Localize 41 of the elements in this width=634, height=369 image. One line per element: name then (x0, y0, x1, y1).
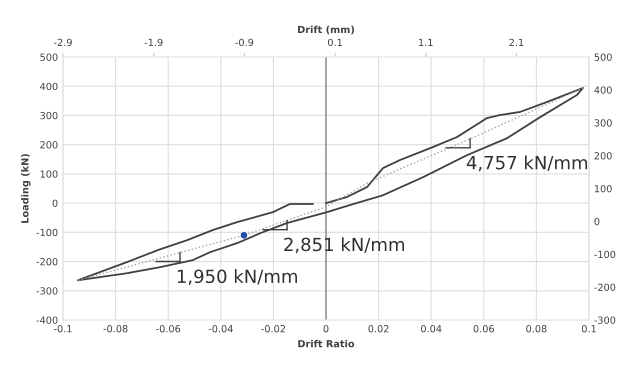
annotation: 1,950 kN/mm (178, 269, 297, 285)
y-tick-label: 300 (40, 112, 58, 120)
x-tick-label: -0.02 (261, 325, 286, 332)
x-tick-label: 0.06 (474, 325, 494, 332)
x2-tick-label: -1.9 (144, 38, 162, 46)
y2-tick-label: 400 (594, 86, 612, 94)
x2-axis-title: Drift (mm) (298, 26, 354, 34)
y-tick-label: -300 (36, 287, 58, 295)
y2-tick-label: 100 (594, 184, 612, 192)
x-tick-label: -0.04 (208, 325, 233, 332)
x2-tick-label: -0.9 (235, 38, 254, 46)
x-tick-label: 0.02 (368, 325, 388, 332)
x2-tick-label: 0.1 (328, 38, 342, 46)
x-tick-label: 0 (324, 325, 328, 332)
y-tick-label: 100 (40, 170, 58, 178)
x-tick-label: 0.04 (421, 325, 442, 332)
y2-tick-label: 300 (594, 119, 612, 127)
x-tick-label: -0.06 (156, 325, 180, 332)
x-axis-title: Drift Ratio (298, 340, 354, 348)
y-tick-label: 400 (40, 82, 58, 90)
y-tick-label: 200 (40, 141, 58, 148)
x-tick-label: -0.08 (104, 325, 128, 332)
y2-tick-label: 500 (594, 53, 612, 61)
y2-tick-label: 200 (594, 152, 612, 160)
y2-tick-label: -200 (594, 284, 616, 291)
y-axis-title: Loading (kN) (21, 154, 31, 223)
y-tick-label: -400 (36, 316, 58, 324)
annotation: 4,757 kN/mm (466, 155, 588, 172)
x2-tick-label: 1.1 (419, 38, 433, 46)
x2-tick-label: 2.1 (509, 38, 524, 46)
y-tick-label: 0 (52, 200, 58, 207)
y2-tick-label: 0 (594, 218, 600, 226)
x-tick-label: 0.08 (526, 325, 547, 332)
y2-tick-label: -300 (594, 316, 616, 324)
x2-tick-label: -2.9 (54, 38, 72, 46)
x-tick-label: 0.1 (582, 325, 596, 332)
y-tick-label: 500 (40, 53, 58, 61)
y-tick-label: -200 (36, 258, 58, 266)
y-tick-label: -100 (36, 228, 58, 236)
y2-tick-label: -100 (594, 250, 616, 258)
x-tick-label: -0.1 (54, 325, 72, 332)
